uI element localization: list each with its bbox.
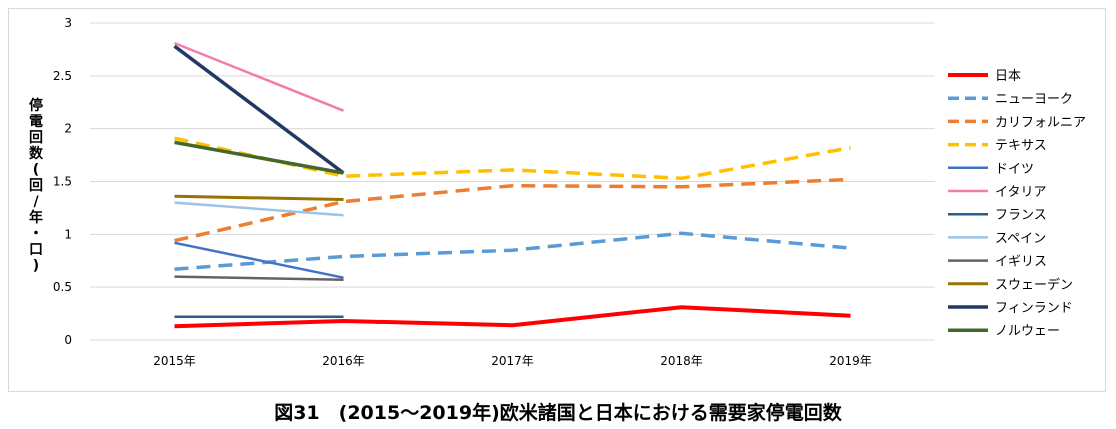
x-tick-label: 2015年 [153,354,196,368]
legend-label: テキサス [995,139,1047,154]
series-line [174,201,344,217]
series-line [174,305,851,329]
series-line [174,41,344,112]
legend-label: イタリア [995,185,1046,200]
series-line [173,44,345,175]
x-tick-label: 2017年 [491,354,534,368]
legend-label: カリフォルニア [995,115,1086,130]
series-line [174,275,344,282]
legend-label: 日本 [995,69,1021,84]
y-tick-label: 1 [64,227,72,241]
y-tick-label: 2 [64,122,72,136]
figure-caption: 図31 (2015～2019年)欧米諸国と日本における需要家停電回数 [274,402,842,424]
legend-label: スペイン [995,231,1046,246]
y-tick-label: 3 [64,16,72,30]
x-tick-labels: 2015年 2016年 2017年 2018年 2019年 [153,354,872,368]
legend: 日本ニューヨークカリフォルニアテキサスドイツイタリアフランススペインイギリススウ… [948,69,1086,339]
legend-label: ノルウェー [995,324,1060,339]
y-tick-label: 2.5 [53,69,72,83]
x-tick-label: 2018年 [660,354,703,368]
legend-label: イギリス [995,255,1047,270]
legend-label: フランス [995,208,1047,223]
series-line [174,241,344,279]
y-axis-label: 停電回数(回/年・口) [29,97,44,274]
x-tick-label: 2019年 [829,354,872,368]
legend-label: ドイツ [995,162,1034,177]
series-lines [173,41,851,329]
line-chart: 00.511.522.53 2015年 2016年 2017年 2018年 2019年 … [29,16,1086,368]
legend-label: スウェーデン [995,277,1073,293]
series-line [174,231,851,271]
legend-label: フィンランド [995,301,1073,316]
y-tick-labels: 0 0.5 1 1.5 2 2.5 3 [53,16,72,347]
series-line [174,177,851,243]
x-tick-label: 2016年 [322,354,365,368]
y-tick-label: 0 [64,333,72,347]
chart-frame [8,8,1106,392]
series-line [174,194,344,201]
series-line [174,136,851,181]
legend-label: ニューヨーク [995,92,1073,107]
y-tick-label: 0.5 [53,280,72,294]
y-tick-label: 1.5 [53,175,72,189]
series-line [174,140,344,175]
